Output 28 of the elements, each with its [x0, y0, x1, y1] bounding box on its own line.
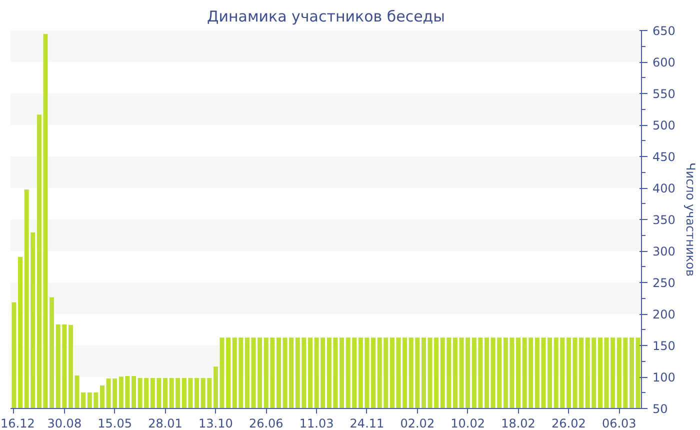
x-tick-label: 13.10	[198, 416, 233, 430]
x-tick-label: 26.06	[248, 416, 284, 430]
x-tick-label: 30.08	[47, 416, 82, 430]
y-tick-label: 450	[652, 150, 676, 164]
y-axis-title: Число участников	[683, 162, 698, 276]
x-tick-label: 11.03	[299, 416, 334, 430]
x-tick-label: 28.01	[148, 416, 182, 430]
y-tick-label: 500	[652, 118, 676, 132]
y-tick-label: 600	[652, 56, 676, 70]
x-tick-label: 24.11	[350, 416, 384, 430]
y-tick-label: 50	[652, 402, 668, 416]
x-tick-label: 02.02	[400, 416, 435, 430]
x-tick-label: 18.02	[501, 416, 536, 430]
y-tick-label: 350	[652, 213, 676, 227]
x-tick-label: 15.05	[98, 416, 132, 430]
y-tick-label: 100	[652, 370, 676, 384]
y-tick-label: 150	[652, 339, 676, 353]
y-tick-label: 250	[652, 276, 676, 290]
x-tick-label: 06.03	[602, 416, 636, 430]
x-tick-label: 16.12	[0, 416, 35, 430]
x-tick-label: 26.02	[552, 416, 586, 430]
y-tick-label: 200	[652, 308, 676, 322]
y-tick-label: 300	[652, 244, 676, 258]
y-tick-label: 550	[652, 87, 676, 101]
y-tick-label: 650	[652, 24, 676, 38]
chart-title: Динамика участников беседы	[206, 8, 446, 26]
y-tick-label: 400	[652, 182, 676, 196]
x-tick-label: 10.02	[450, 416, 486, 430]
